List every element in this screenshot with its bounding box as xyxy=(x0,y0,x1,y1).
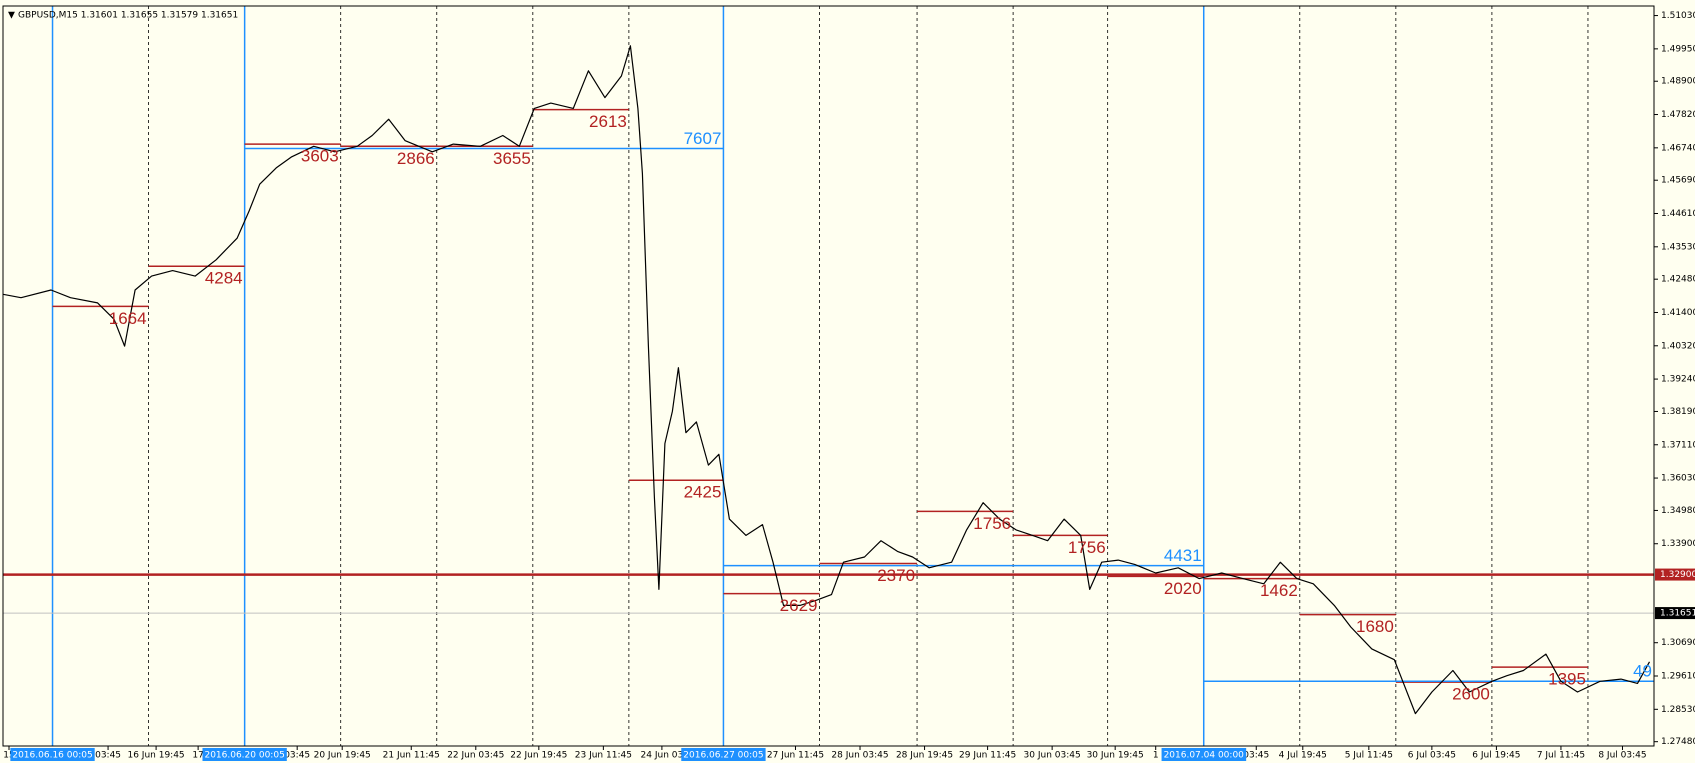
collapse-arrow[interactable]: ▼ xyxy=(8,11,15,21)
segment-label: 4284 xyxy=(205,269,243,288)
y-tick-label: 1.51030 xyxy=(1661,11,1695,21)
y-tick-label: 1.33900 xyxy=(1661,539,1695,549)
segment-label: 2866 xyxy=(397,149,435,168)
x-tick-label: 03:45 xyxy=(1243,751,1269,761)
x-tick-label: 28 Jun 03:45 xyxy=(831,751,888,761)
x-tick-label: 1 xyxy=(1153,751,1159,761)
x-tick-label: 6 Jul 03:45 xyxy=(1408,751,1456,761)
x-tick-label: 30 Jun 03:45 xyxy=(1024,751,1081,761)
y-tick-label: 1.47820 xyxy=(1661,110,1695,120)
y-tick-label: 1.34980 xyxy=(1661,506,1695,516)
segment-label: 4431 xyxy=(1164,546,1202,565)
chart-title: GBPUSD,M15 1.31601 1.31655 1.31579 1.316… xyxy=(18,11,238,21)
x-tick-label: 03:45 xyxy=(95,751,121,761)
separator-label: 2016.06.27 00:05 xyxy=(683,751,763,761)
separator-label: 2016.06.16 00:05 xyxy=(12,751,92,761)
x-tick-label: 15 xyxy=(3,751,14,761)
separator-label-box xyxy=(681,748,766,761)
y-tick-label: 1.36030 xyxy=(1661,474,1695,484)
y-tick-label: 1.49950 xyxy=(1661,44,1695,54)
x-tick-label: 7 Jul 11:45 xyxy=(1537,751,1585,761)
segment-label: 2020 xyxy=(1164,579,1202,598)
separator-label-box xyxy=(1161,748,1247,761)
segment-label: 1756 xyxy=(973,514,1011,533)
segment-label: 1395 xyxy=(1548,670,1586,689)
y-tick-label: 1.38190 xyxy=(1661,407,1695,417)
segment-label: 7607 xyxy=(684,129,722,148)
y-tick-label: 1.27480 xyxy=(1661,737,1695,747)
y-tick-label: 1.44610 xyxy=(1661,209,1695,219)
plot-frame xyxy=(2,5,1655,747)
segment-label: 2425 xyxy=(684,483,722,502)
separator-label: 2016.07.04 00:00 xyxy=(1164,751,1245,761)
price-level-box xyxy=(1655,607,1695,620)
x-tick-label: 6 Jul 19:45 xyxy=(1472,751,1520,761)
segment-label: 1664 xyxy=(109,309,147,328)
segment-label: 2370 xyxy=(877,566,915,585)
y-tick-label: 1.39240 xyxy=(1661,375,1695,385)
separator-label-box xyxy=(10,748,95,761)
y-tick-label: 1.45690 xyxy=(1661,176,1695,186)
separator-label: 2016.06.20 00:05 xyxy=(204,751,284,761)
y-tick-label: 1.30690 xyxy=(1661,638,1695,648)
x-tick-label: 17 xyxy=(192,751,203,761)
x-tick-label: 21 Jun 11:45 xyxy=(383,751,440,761)
segment-label: 1756 xyxy=(1068,538,1106,557)
segment-label: 2600 xyxy=(1452,685,1490,704)
y-tick-label: 1.42480 xyxy=(1661,275,1695,285)
x-tick-label: 4 Jul 19:45 xyxy=(1279,751,1327,761)
y-tick-label: 1.46740 xyxy=(1661,143,1695,153)
x-tick-label: 03:45 xyxy=(284,751,310,761)
x-tick-label: 22 Jun 03:45 xyxy=(447,751,504,761)
y-tick-label: 1.48900 xyxy=(1661,77,1695,87)
y-tick-label: 1.43530 xyxy=(1661,242,1695,252)
segment-label: 2629 xyxy=(780,596,818,615)
plot-area: 1664 4284 3603 2866 3655 2613 2425 2629 2370 1756… xyxy=(3,6,1654,746)
x-tick-label: 24 Jun 03 xyxy=(641,751,684,761)
price-level-box xyxy=(1655,568,1695,581)
x-tick-label: 29 Jun 11:45 xyxy=(959,751,1016,761)
price-level-label: 1.31651 xyxy=(1660,609,1695,619)
segment-label: 3603 xyxy=(301,147,339,166)
x-tick-label: 22 Jun 19:45 xyxy=(510,751,567,761)
separator-label-box xyxy=(202,748,287,761)
y-tick-label: 1.41400 xyxy=(1661,308,1695,318)
x-tick-label: 30 Jun 19:45 xyxy=(1087,751,1144,761)
segment-label: 1462 xyxy=(1260,581,1298,600)
x-tick-label: 27 Jun 11:45 xyxy=(767,751,824,761)
segment-label: 1680 xyxy=(1356,617,1394,636)
y-tick-label: 1.40320 xyxy=(1661,341,1695,351)
price-level-label: 1.32900 xyxy=(1660,570,1695,580)
y-tick-label: 1.28530 xyxy=(1661,705,1695,715)
x-tick-label: 20 Jun 19:45 xyxy=(314,751,371,761)
y-tick-label: 1.37110 xyxy=(1661,440,1695,450)
x-tick-label: 16 Jun 19:45 xyxy=(127,751,184,761)
segment-label: 2613 xyxy=(589,112,627,131)
price-line xyxy=(3,45,1651,715)
x-tick-label: 5 Jul 11:45 xyxy=(1345,751,1393,761)
y-tick-label: 1.29610 xyxy=(1661,672,1695,682)
segment-label: 3655 xyxy=(493,149,531,168)
segment-label: 49 xyxy=(1633,662,1652,681)
x-tick-label: 23 Jun 11:45 xyxy=(575,751,632,761)
x-tick-label: 28 Jun 19:45 xyxy=(896,751,953,761)
x-tick-label: 8 Jul 03:45 xyxy=(1598,751,1646,761)
